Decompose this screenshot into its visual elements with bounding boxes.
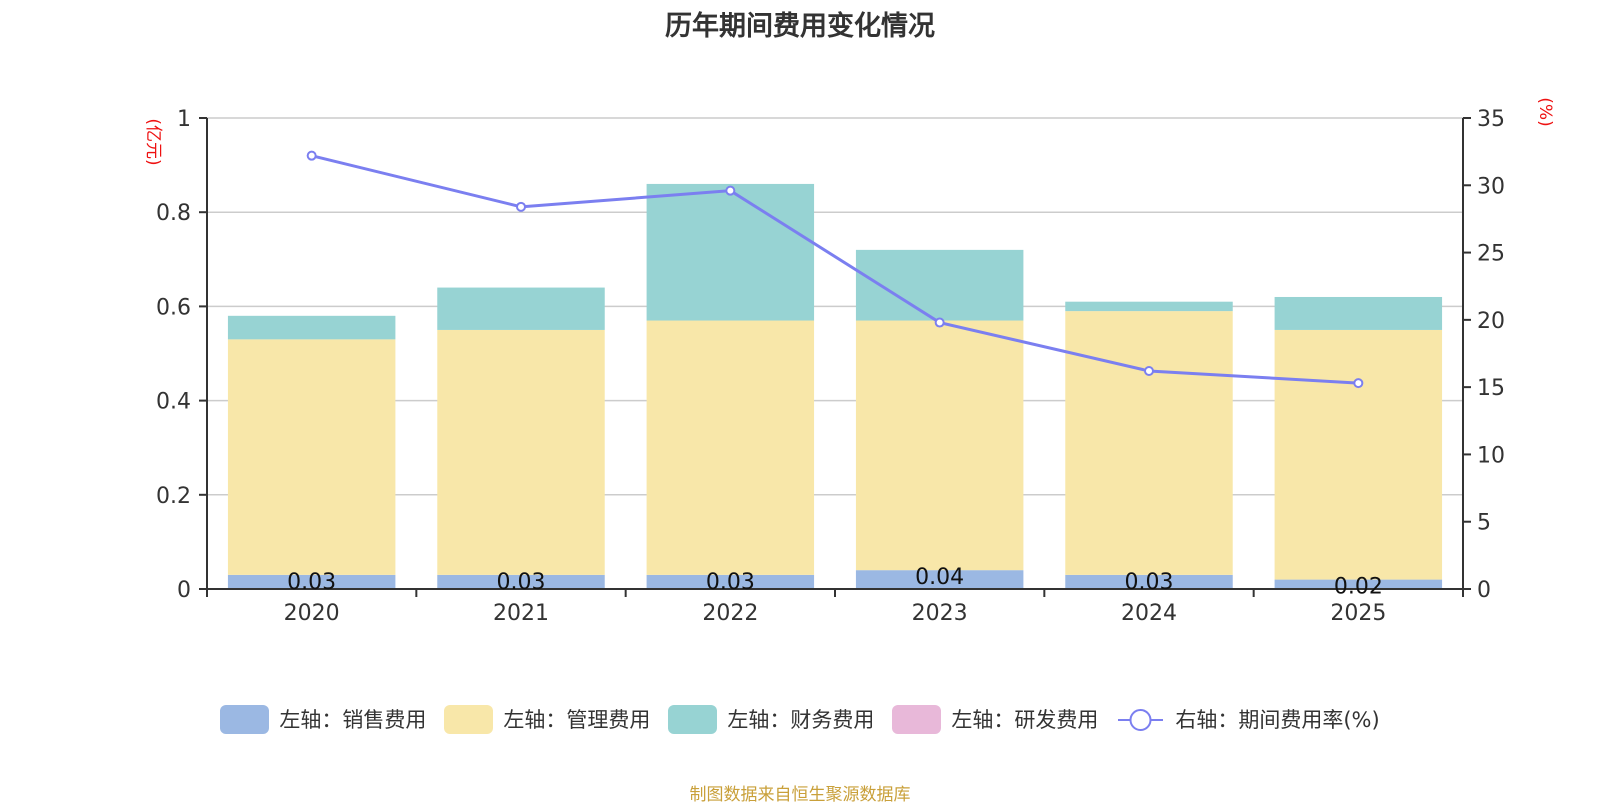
legend-item-sales[interactable]: 左轴：销售费用 [220,704,426,734]
legend-label-sales: 左轴：销售费用 [279,708,427,732]
data-labels: 0.03 0.03 0.03 0.04 0.03 0.02 [287,565,1383,599]
data-source-footer: 制图数据来自恒生聚源数据库 [689,785,911,805]
left-axis-unit-label: (亿元) [143,118,163,165]
right-axis-tick-label: 5 [1477,511,1491,536]
bar-segment-2025-0[interactable] [1274,579,1443,589]
left-axis-tick-label: 0.2 [156,484,191,509]
rate-point-2023[interactable] [934,317,945,328]
data-label-sales-2021: 0.03 [497,570,546,595]
bar-segment-2021-1[interactable] [437,329,605,575]
x-axis-tick-label: 2020 [284,601,340,626]
x-axis-tick-label: 2024 [1121,601,1177,626]
right-axis-tick-label: 15 [1477,376,1505,401]
data-label-sales-2022: 0.03 [706,570,755,595]
legend-label-rnd: 左轴：研发费用 [951,708,1099,732]
bar-segment-2023-0[interactable] [855,570,1024,589]
left-axis-tick-label: 0.6 [156,295,191,320]
data-label-sales-2025: 0.02 [1334,575,1383,600]
right-axis-tick-label: 25 [1477,242,1505,267]
right-axis-unit-label: (%) [1535,97,1555,126]
rate-point-2020[interactable] [306,150,317,161]
rate-point-2021[interactable] [516,201,526,212]
data-label-sales-2024: 0.03 [1125,570,1174,595]
data-label-sales-2020: 0.03 [287,570,336,595]
legend-swatch-sales [220,704,270,734]
right-axis-tick-label: 35 [1477,107,1505,132]
bar-segment-2021-2[interactable] [437,287,605,330]
bar-segment-2020-1[interactable] [227,339,396,575]
left-axis-tick-label: 0.4 [156,390,191,415]
legend-item-rnd[interactable]: 左轴：研发费用 [892,704,1098,734]
bar-series [227,183,1443,589]
legend-item-rate[interactable]: 右轴：期间费用率(%) [1116,704,1380,734]
x-axis-tick-label: 2025 [1330,601,1386,626]
legend-label-rate: 右轴：期间费用率(%) [1175,708,1380,732]
bar-segment-2022-1[interactable] [646,320,815,575]
rate-point-2025[interactable] [1353,378,1364,389]
bar-segment-2025-2[interactable] [1274,296,1443,330]
rate-point-2024[interactable] [1144,365,1154,376]
legend-swatch-rnd [892,704,942,734]
legend-swatch-admin [444,704,494,734]
right-axis-tick-label: 30 [1477,174,1505,199]
rate-line-series [306,150,1364,389]
chart-title: 历年期间费用变化情况 [665,11,935,42]
left-axis-tick-label: 1 [177,107,191,132]
bar-segment-2023-2[interactable] [855,249,1024,321]
bar-segment-2024-1[interactable] [1065,311,1233,575]
legend: 左轴：销售费用 左轴：管理费用 左轴：财务费用 左轴：研发费用 右轴：期间费用率… [0,704,1600,734]
bar-segment-2020-2[interactable] [227,315,396,340]
bar-segment-2025-1[interactable] [1274,329,1443,580]
bar-segment-2024-2[interactable] [1065,301,1233,312]
legend-label-finance: 左轴：财务费用 [727,708,875,732]
bar-segment-2022-0[interactable] [646,574,815,589]
left-axis-tick-label: 0.8 [156,201,191,226]
legend-line-circle-icon [1116,705,1165,734]
rate-point-2022[interactable] [725,185,736,196]
x-axis-tick-label: 2023 [912,601,968,626]
legend-item-finance[interactable]: 左轴：财务费用 [668,704,874,734]
bar-segment-2023-1[interactable] [855,320,1024,571]
x-axis-tick-label: 2022 [702,601,758,626]
bar-segment-2022-2[interactable] [646,183,815,321]
gridlines [207,117,1463,496]
bar-segment-2021-0[interactable] [437,574,605,589]
legend-label-admin: 左轴：管理费用 [503,708,651,732]
rate-line [311,154,1359,385]
bar-segment-2024-0[interactable] [1065,574,1233,589]
data-label-sales-2023: 0.04 [915,565,964,590]
right-axis-tick-label: 20 [1477,309,1505,334]
right-axis-tick-label: 0 [1477,578,1491,603]
left-axis-tick-label: 0 [177,578,191,603]
x-axis-tick-label: 2021 [493,601,549,626]
right-axis-tick-label: 10 [1477,443,1505,468]
legend-item-admin[interactable]: 左轴：管理费用 [444,704,650,734]
legend-swatch-finance [668,704,718,734]
bar-segment-2020-0[interactable] [227,574,396,589]
